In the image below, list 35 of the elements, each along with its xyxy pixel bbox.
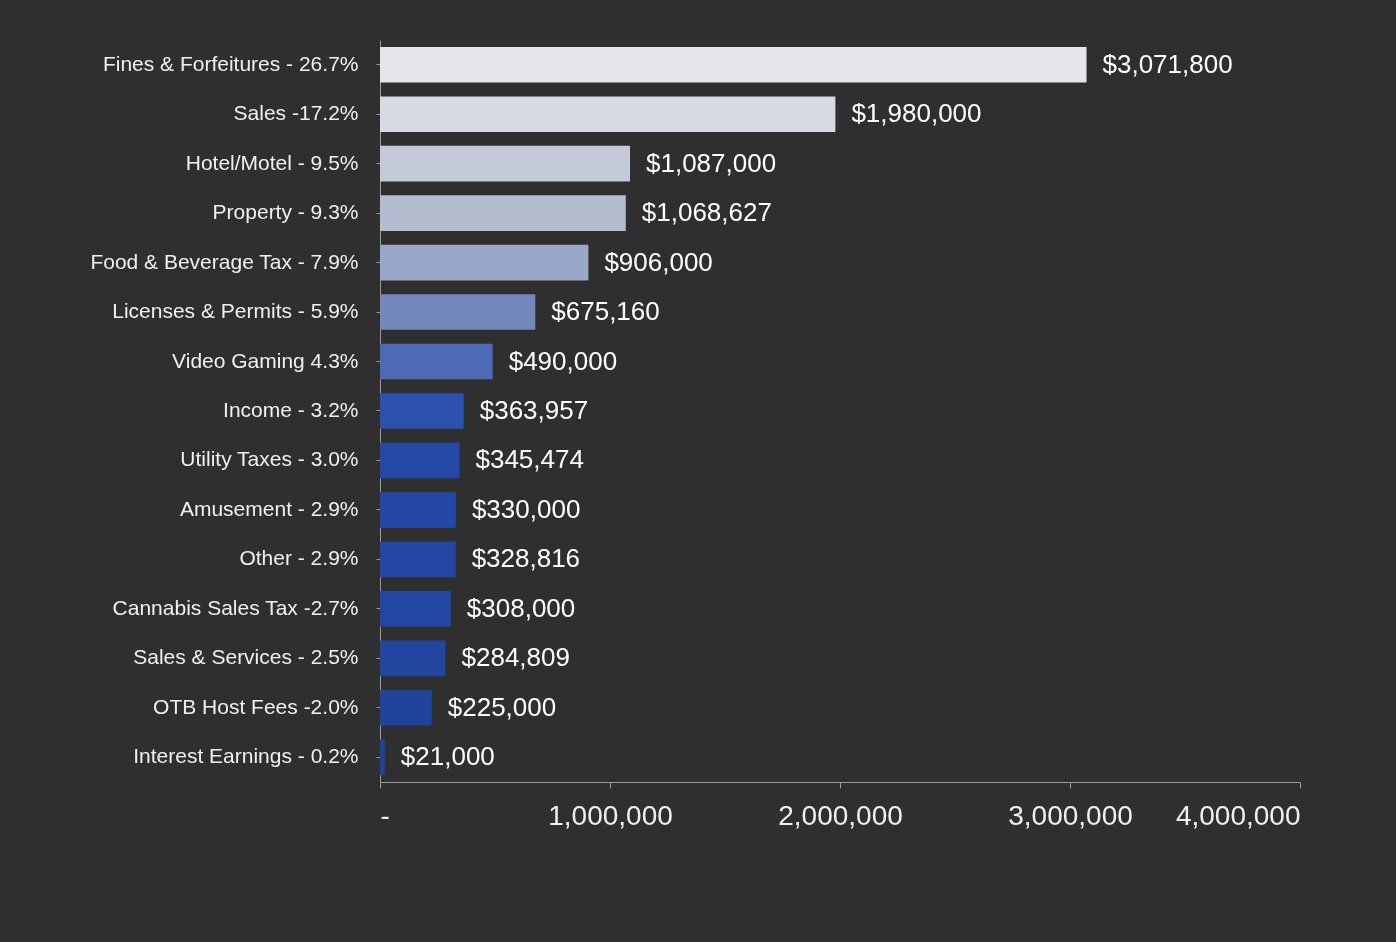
data-label: $490,000 — [508, 345, 618, 376]
y-tick-label: Cannabis Sales Tax -2.7% — [112, 595, 359, 619]
y-tick-label: Property - 9.3% — [212, 200, 359, 224]
y-tick-label: Fines & Forfeitures - 26.7% — [102, 51, 359, 75]
data-label: $906,000 — [604, 246, 713, 277]
data-label: $1,087,000 — [646, 147, 777, 178]
data-label: $21,000 — [400, 741, 495, 772]
y-tick-label: Food & Beverage Tax - 7.9% — [90, 249, 359, 273]
x-tick-label: 2,000,000 — [778, 799, 903, 831]
y-tick-label: Sales & Services - 2.5% — [133, 645, 359, 669]
x-tick-label: 3,000,000 — [1008, 799, 1133, 831]
data-label: $284,809 — [461, 642, 570, 673]
y-tick-label: Interest Earnings - 0.2% — [133, 744, 359, 768]
data-label: $3,071,800 — [1102, 48, 1233, 79]
y-tick-label: Licenses & Permits - 5.9% — [112, 299, 359, 323]
data-label: $328,816 — [471, 543, 581, 574]
x-tick-label: 4,000,000 — [1175, 799, 1301, 831]
data-label: $345,474 — [475, 444, 584, 475]
data-label: $675,160 — [551, 296, 660, 327]
y-tick-label: Sales -17.2% — [233, 101, 359, 125]
y-tick-label: Video Gaming 4.3% — [172, 348, 359, 372]
y-tick-label: Utility Taxes - 3.0% — [180, 447, 359, 471]
data-label: $330,000 — [471, 493, 581, 524]
data-label: $308,000 — [466, 592, 576, 623]
data-label: $225,000 — [447, 691, 557, 722]
data-label: $363,957 — [479, 395, 589, 425]
y-tick-label: Hotel/Motel - 9.5% — [185, 150, 359, 174]
y-tick-label: Other - 2.9% — [239, 546, 359, 570]
data-label: $1,068,627 — [641, 197, 772, 228]
x-tick-label: - — [380, 799, 390, 831]
y-tick-label: OTB Host Fees -2.0% — [153, 694, 359, 718]
y-tick-label: Income - 3.2% — [223, 398, 359, 421]
x-tick-label: 1,000,000 — [548, 799, 673, 831]
y-tick-label: Amusement - 2.9% — [179, 496, 359, 520]
data-label: $1,980,000 — [851, 98, 982, 129]
